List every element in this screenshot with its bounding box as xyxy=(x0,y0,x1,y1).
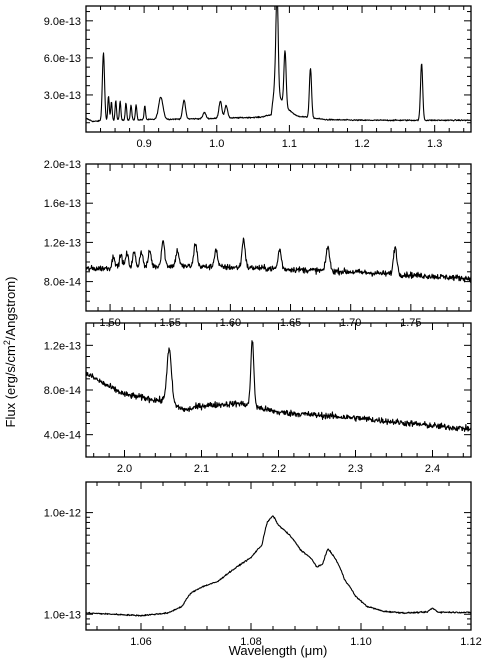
panel-4: 1.06 1.08 1.10 1.12 1.0e-13 1.0e-12 xyxy=(44,481,482,648)
plot-frame xyxy=(85,322,472,458)
spectrum-line xyxy=(85,5,472,123)
y-tick-label: 9.0e-13 xyxy=(44,16,81,28)
x-tick-label: 1.1 xyxy=(282,138,297,150)
spectrum-line xyxy=(85,237,472,283)
panel-3: 2.0 2.1 2.2 2.3 2.4 4.0e-14 8.0e-14 1.2e-13 xyxy=(44,322,472,475)
plot-frame xyxy=(85,163,472,312)
x-tick-label: 2.4 xyxy=(425,463,440,475)
x-axis-label: Wavelength (μm) xyxy=(229,643,328,658)
y-tick-label: 1.2e-13 xyxy=(44,237,81,249)
x-tick-label: 1.2 xyxy=(354,138,369,150)
y-tick-label: 6.0e-13 xyxy=(44,53,81,65)
panel-2: 1.501.551.601.651.701.758.0e-141.2e-131.… xyxy=(44,159,472,329)
spectrum-line xyxy=(85,340,472,432)
y-axis-label: Flux (erg/s/cm2/Angstrom) xyxy=(2,277,18,428)
y-tick-label: 2.0e-13 xyxy=(44,159,81,171)
y-axis-label-sup: 2 xyxy=(2,340,12,345)
y-axis-label-tail: /Angstrom) xyxy=(3,277,18,341)
x-tick-label: 1.06 xyxy=(130,636,151,648)
x-tick-label: 1.0 xyxy=(209,138,224,150)
x-tick-label: 2.2 xyxy=(271,463,286,475)
panel-1: 0.9 1.0 1.1 1.2 1.3 3.0e-13 6.0e-13 9.0e-13 xyxy=(44,5,472,150)
x-tick-label: 1.3 xyxy=(427,138,442,150)
x-tick-label: 2.0 xyxy=(117,463,132,475)
y-axis-label-base: Flux (erg/s/cm xyxy=(3,345,18,427)
y-tick-label: 1.6e-13 xyxy=(44,198,81,210)
x-tick-label: 2.1 xyxy=(194,463,209,475)
plot-frame xyxy=(85,5,472,133)
y-tick-label: 8.0e-14 xyxy=(44,277,81,289)
x-tick-label: 1.12 xyxy=(460,636,481,648)
y-tick-label: 8.0e-14 xyxy=(44,385,81,397)
x-tick-label: 0.9 xyxy=(136,138,151,150)
panels: 0.9 1.0 1.1 1.2 1.33.0e-136.0e-139.0e-131.50… xyxy=(44,5,482,648)
spectrum-line xyxy=(85,515,472,617)
y-tick-label: 4.0e-14 xyxy=(44,430,81,442)
y-tick-label: 1.0e-12 xyxy=(44,508,81,520)
y-tick-label: 3.0e-13 xyxy=(44,90,81,102)
x-tick-label: 1.10 xyxy=(350,636,371,648)
plot-frame xyxy=(85,481,472,631)
x-tick-label: 1.08 xyxy=(240,636,261,648)
x-tick-label: 2.3 xyxy=(348,463,363,475)
y-tick-label: 1.0e-13 xyxy=(44,609,81,621)
y-tick-label: 1.2e-13 xyxy=(44,340,81,352)
